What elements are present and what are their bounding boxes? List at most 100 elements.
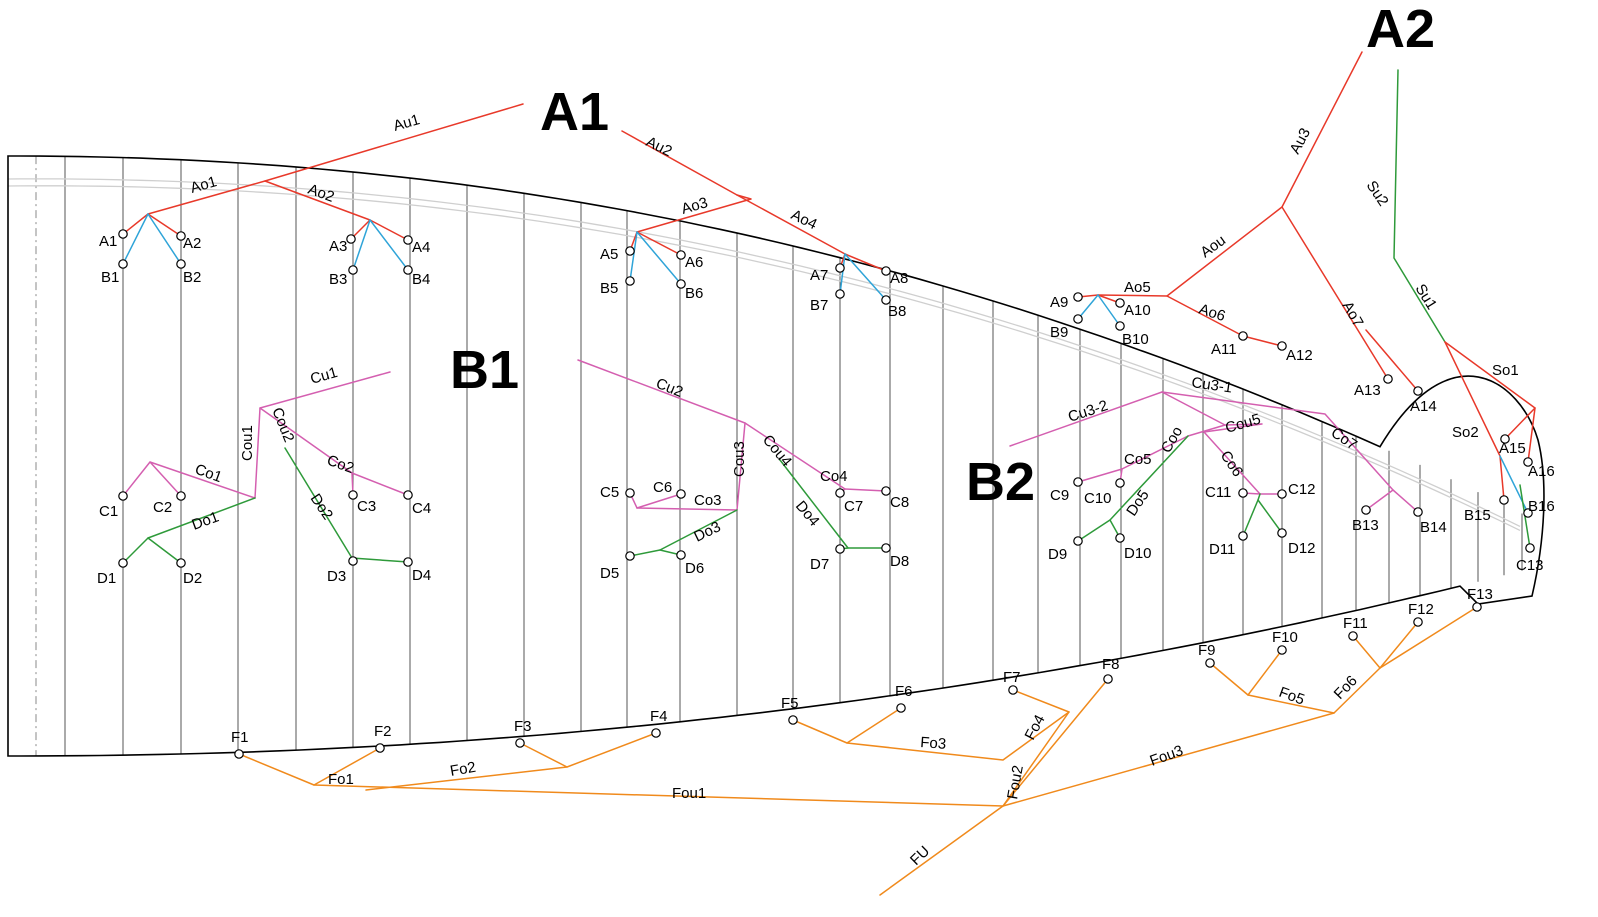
point-label-a14: A14 (1410, 398, 1437, 415)
point-c3 (348, 490, 358, 500)
point-c1 (118, 491, 128, 501)
line-b (352, 219, 371, 271)
point-b5 (625, 276, 635, 286)
point-c12 (1277, 489, 1287, 499)
point-c10 (1115, 478, 1125, 488)
point-label-c4: C4 (412, 500, 431, 517)
point-b6 (676, 279, 686, 289)
point-c5 (625, 488, 635, 498)
line-f (792, 711, 1070, 761)
line-label-fou2: Fou2 (1004, 764, 1027, 801)
line-label-co5: Co5 (1124, 451, 1152, 468)
line-label-fo6: Fo6 (1331, 672, 1361, 702)
point-label-f7: F7 (1003, 669, 1021, 686)
line-a (369, 219, 409, 241)
point-label-d1: D1 (97, 570, 116, 587)
line-a (621, 130, 752, 252)
point-f2 (375, 743, 385, 753)
line-a (1166, 295, 1283, 347)
line-f (1247, 649, 1283, 696)
line-f (846, 707, 902, 744)
point-b7 (835, 289, 845, 299)
line-label-cou1: Cou1 (239, 425, 256, 461)
line-label-cu1: Cu1 (308, 364, 339, 388)
point-b8 (881, 295, 891, 305)
line-b (369, 219, 409, 271)
point-f12 (1413, 617, 1423, 627)
line-d (351, 557, 409, 563)
point-d2 (176, 558, 186, 568)
point-label-f5: F5 (781, 695, 799, 712)
group-label-b2: B2 (966, 452, 1035, 512)
point-label-f13: F13 (1467, 586, 1493, 603)
line-label-fou1: Fou1 (672, 785, 706, 802)
point-label-f10: F10 (1272, 629, 1298, 646)
line-a (844, 253, 887, 272)
point-label-c2: C2 (153, 499, 172, 516)
line-label-ao2: Ao2 (306, 181, 337, 206)
point-label-a4: A4 (412, 239, 430, 256)
point-label-b1: B1 (101, 269, 119, 286)
line-f (566, 732, 657, 768)
point-d6 (676, 550, 686, 560)
line-d (122, 497, 256, 564)
point-label-a15: A15 (1499, 440, 1526, 457)
point-a2 (176, 231, 186, 241)
line-label-fou3: Fou3 (1148, 742, 1186, 770)
line-label-cu2: Cu2 (654, 375, 686, 401)
point-a12 (1277, 341, 1287, 351)
point-label-f4: F4 (650, 708, 668, 725)
point-b10 (1115, 321, 1125, 331)
point-b16 (1523, 508, 1533, 518)
line-label-so2: So2 (1452, 424, 1479, 441)
point-c11 (1238, 488, 1248, 498)
line-a (1527, 407, 1536, 463)
point-label-a5: A5 (600, 246, 618, 263)
point-label-b4: B4 (412, 271, 430, 288)
line-b (636, 231, 682, 285)
point-label-a8: A8 (890, 270, 908, 287)
spar-line (7, 185, 1521, 531)
group-label-a2: A2 (1366, 0, 1435, 59)
point-a3 (346, 234, 356, 244)
point-a15 (1500, 434, 1510, 444)
point-label-a3: A3 (329, 238, 347, 255)
line-a (1077, 51, 1363, 298)
point-a6 (676, 250, 686, 260)
point-f7 (1008, 685, 1018, 695)
point-label-d8: D8 (890, 553, 909, 570)
point-a1 (118, 229, 128, 239)
point-label-d3: D3 (327, 568, 346, 585)
point-b3 (348, 265, 358, 275)
point-label-c8: C8 (890, 494, 909, 511)
point-a7 (835, 263, 845, 273)
point-label-d7: D7 (810, 556, 829, 573)
point-label-d4: D4 (412, 567, 431, 584)
line-label-co7: Co7 (1328, 424, 1360, 453)
point-label-d10: D10 (1124, 545, 1152, 562)
point-label-c3: C3 (357, 498, 376, 515)
group-labels: A1 A2 B1 B2 (450, 0, 1435, 512)
line-label-cu3-1: Cu3-1 (1190, 374, 1233, 397)
point-label-d9: D9 (1048, 546, 1067, 563)
point-label-d5: D5 (600, 565, 619, 582)
point-c8 (881, 486, 891, 496)
point-b14 (1413, 507, 1423, 517)
point-a9 (1073, 292, 1083, 302)
point-label-b3: B3 (329, 271, 347, 288)
line-label-fo3: Fo3 (920, 734, 947, 753)
point-label-d6: D6 (685, 560, 704, 577)
point-label-a6: A6 (685, 254, 703, 271)
point-label-b8: B8 (888, 303, 906, 320)
point-label-f2: F2 (374, 723, 392, 740)
line-b (147, 213, 182, 265)
point-d9 (1073, 536, 1083, 546)
point-label-b16: B16 (1528, 498, 1555, 515)
point-d3 (348, 556, 358, 566)
group-label-b1: B1 (450, 340, 519, 400)
line-label-cou4: Cou4 (759, 432, 795, 470)
point-b2 (176, 259, 186, 269)
point-label-c9: C9 (1050, 487, 1069, 504)
line-label-au1: Au1 (391, 111, 421, 135)
line-label-co4: Co4 (820, 468, 848, 485)
